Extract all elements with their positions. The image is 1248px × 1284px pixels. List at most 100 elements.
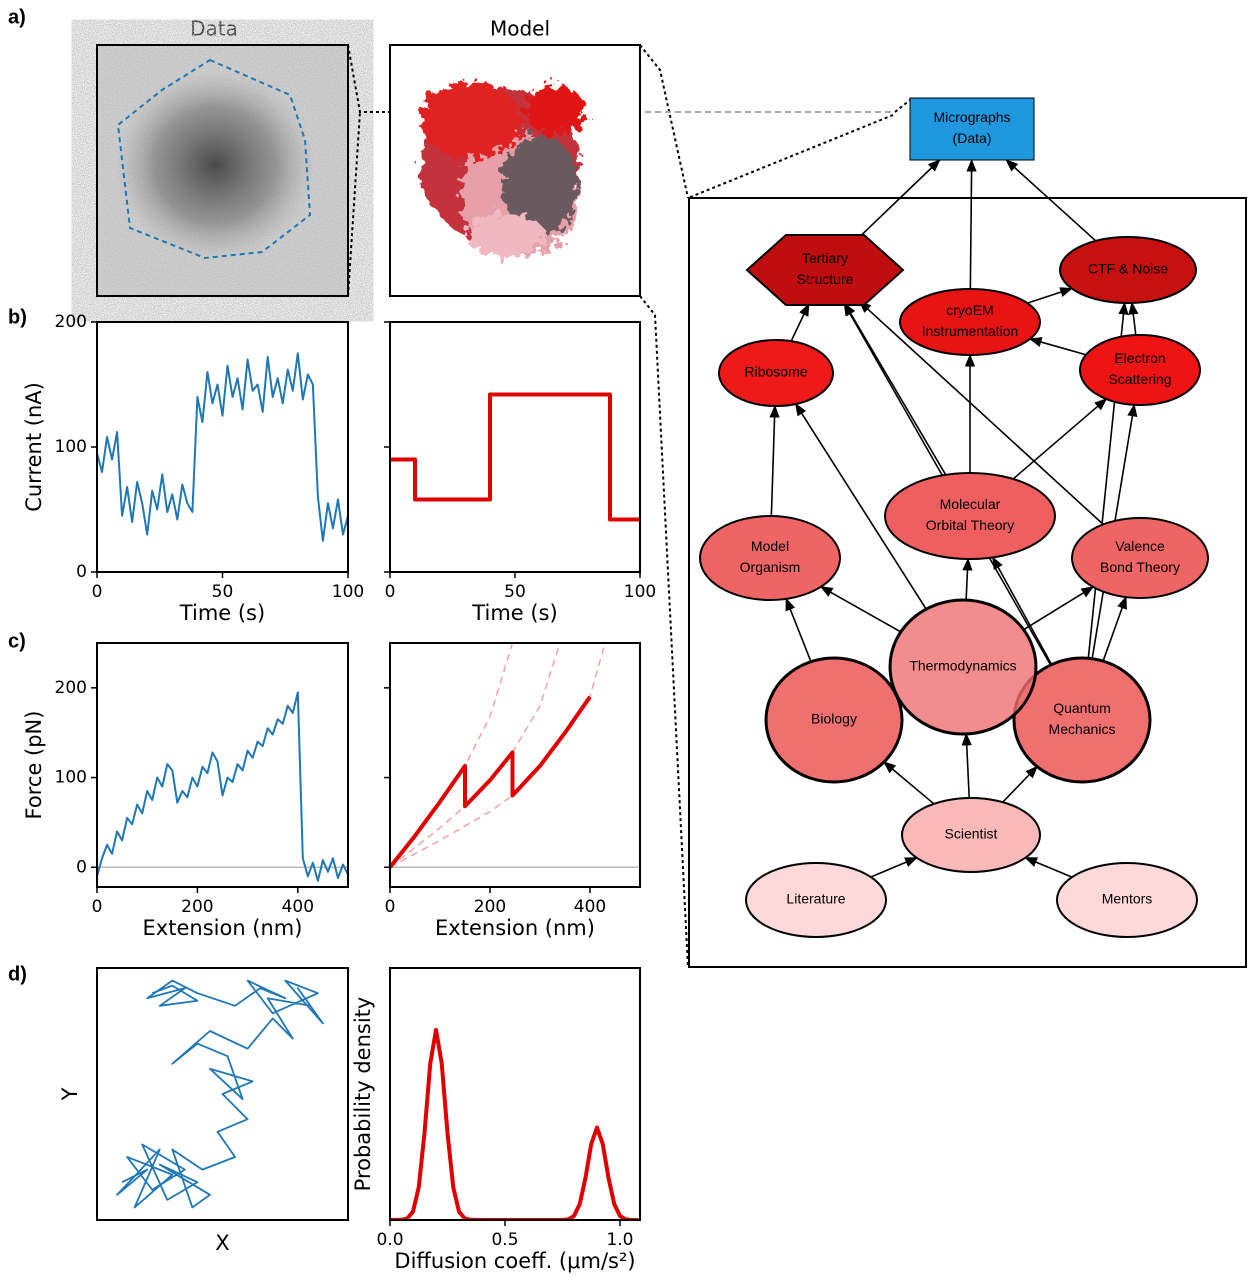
plot-area: [390, 1030, 638, 1220]
data-line: [390, 643, 605, 867]
edge: [791, 304, 809, 341]
node-ellipse: [1072, 518, 1208, 598]
node-label: Ribosome: [744, 364, 807, 380]
edge: [966, 734, 969, 798]
data-line: [390, 697, 590, 867]
node-label: Scientist: [945, 826, 998, 842]
image-title: Data: [190, 17, 238, 41]
render-part: [525, 85, 585, 135]
node-label: Instrumentation: [922, 323, 1019, 339]
charts: 0 50 100 0 100 200 Time (s) Current (nA) 0 50 100 T…: [22, 312, 656, 1273]
node-box: [910, 98, 1034, 160]
particle: [115, 70, 315, 260]
node-label: cryoEM: [946, 302, 993, 318]
nodes: Micrographs(Data)TertiaryStructureCTF & …: [700, 98, 1208, 937]
x-tick-label: 100: [624, 582, 656, 602]
render-part: [465, 213, 545, 257]
plot-area: [390, 395, 640, 520]
plot-area: [117, 981, 323, 1208]
figure: a) b) c) d) Data Model Micrographs(: [0, 0, 1248, 1284]
x-axis-label: Diffusion coeff. (μm/s²): [394, 1249, 635, 1273]
chart: XY: [58, 968, 348, 1255]
edge: [1132, 303, 1136, 335]
x-tick-label: 400: [574, 897, 606, 917]
edge: [1025, 858, 1072, 877]
connector: [895, 100, 910, 112]
image-title: Model: [490, 17, 550, 41]
node-label: Biology: [811, 711, 857, 727]
edge: [1003, 767, 1037, 803]
node-label: Mechanics: [1049, 721, 1116, 737]
y-axis-label: Current (nA): [22, 382, 46, 512]
data-line: [390, 643, 513, 867]
x-tick-label: 0: [385, 582, 396, 602]
node-label: Literature: [786, 891, 845, 907]
edge: [966, 559, 968, 600]
node-label: Thermodynamics: [909, 658, 1016, 674]
y-tick-label: 0: [76, 562, 87, 582]
node-label: (Data): [953, 130, 992, 146]
y-tick-label: 100: [55, 768, 87, 788]
node: Thermodynamics: [890, 600, 1036, 734]
connector: [688, 115, 893, 198]
node-label: Valence: [1115, 538, 1165, 554]
y-axis-label: Y: [58, 1087, 82, 1101]
connector: [640, 45, 688, 198]
panel-label: b): [8, 306, 27, 328]
x-tick-label: 400: [282, 897, 314, 917]
node: Scientist: [902, 798, 1040, 872]
x-tick-label: 0.5: [491, 1230, 518, 1250]
x-tick-label: 50: [504, 582, 526, 602]
y-axis-label: Force (pN): [22, 711, 46, 820]
x-tick-label: 1.0: [606, 1230, 633, 1250]
edge: [1103, 597, 1126, 661]
node: cryoEM Instrumentation: [900, 289, 1040, 355]
y-axis-label: Probability density: [351, 997, 375, 1192]
render-part: [420, 82, 520, 158]
x-axis-label: Time (s): [179, 601, 265, 625]
node-label: Orbital Theory: [926, 517, 1014, 533]
connector: [348, 112, 360, 296]
y-tick-label: 200: [55, 678, 87, 698]
x-axis-label: Time (s): [471, 601, 557, 625]
node-label: Mentors: [1102, 891, 1153, 907]
node: Tertiary Structure: [747, 235, 903, 305]
node: Mentors: [1057, 863, 1197, 937]
connector: [348, 45, 390, 112]
y-tick-label: 0: [76, 857, 87, 877]
node-hexagon: [747, 235, 903, 305]
chart: 0 50 100 Time (s): [384, 322, 656, 625]
node-label: Micrographs: [933, 109, 1010, 125]
edge: [871, 858, 917, 877]
node-label: Molecular: [940, 496, 1001, 512]
node-label: Structure: [797, 271, 854, 287]
node-ellipse: [700, 516, 840, 600]
y-tick-label: 100: [55, 437, 87, 457]
x-tick-label: 200: [181, 897, 213, 917]
node-label: Model: [751, 538, 789, 554]
edge: [1027, 289, 1071, 304]
x-axis-label: Extension (nm): [435, 916, 595, 940]
panel-label: a): [8, 6, 26, 28]
node-label: Electron: [1114, 350, 1165, 366]
edge: [786, 599, 811, 662]
node-ellipse: [885, 473, 1055, 559]
axes-frame: [97, 322, 348, 572]
node-label: Quantum: [1053, 700, 1111, 716]
data-line: [117, 981, 323, 1208]
node: Literature: [746, 863, 886, 937]
x-tick-label: 100: [332, 582, 364, 602]
body: {"panel_labels": ["a)", "b)", "c)", "d)"…: [0, 0, 1248, 1284]
axes-frame: [390, 322, 640, 572]
node-ellipse: [900, 289, 1040, 355]
edge: [771, 406, 775, 516]
x-tick-label: 0: [385, 897, 396, 917]
plot-area: [390, 643, 605, 867]
y-tick-label: 200: [55, 312, 87, 332]
node-label: Tertiary: [802, 250, 848, 266]
panel-label: d): [8, 963, 27, 985]
data-line: [97, 692, 348, 880]
